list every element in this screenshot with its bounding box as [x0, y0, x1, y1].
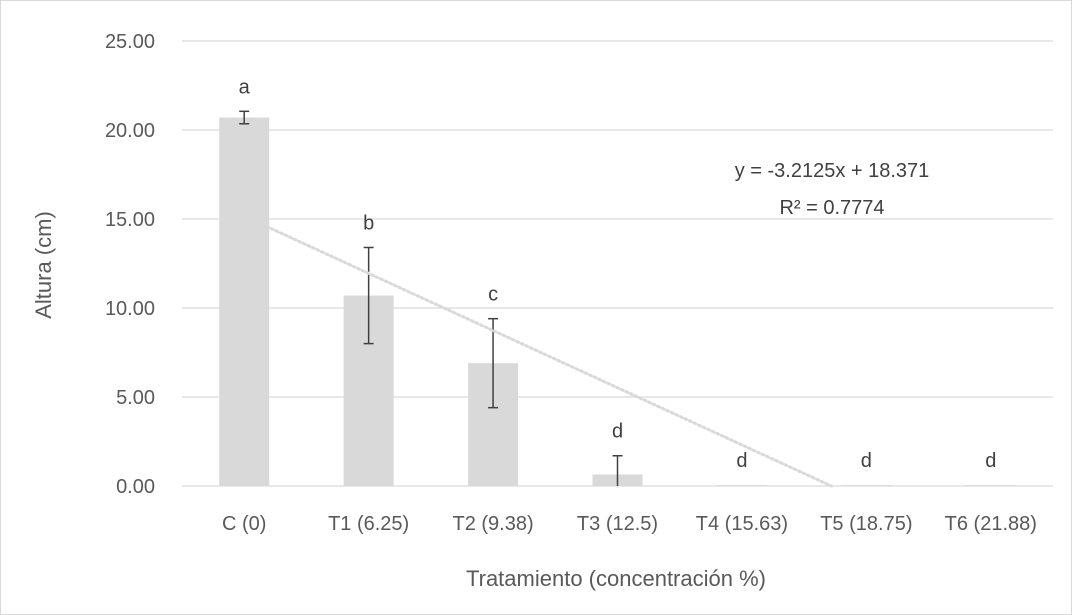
trendline-r-squared: R² = 0.7774	[779, 197, 884, 219]
x-tick-label: T1 (6.25)	[328, 513, 409, 535]
bar	[219, 117, 270, 486]
x-tick-labels: C (0) T1 (6.25) T2 (9.38) T3 (12.5) T4 (15.6…	[222, 513, 1037, 535]
x-tick-label: T6 (21.88)	[945, 513, 1037, 535]
y-tick-labels: 0.00 5.00 10.00 15.00 20.00 25.00	[105, 31, 155, 498]
significance-labels: a b c d d d d	[239, 76, 997, 472]
x-tick-label: C (0)	[222, 513, 266, 535]
trendline-equation: y = -3.2125x + 18.371	[735, 160, 930, 182]
error-bars	[239, 110, 623, 486]
trendline	[242, 214, 833, 488]
y-tick-label: 25.00	[105, 31, 155, 53]
significance-letter: d	[861, 450, 872, 472]
gridlines	[182, 40, 1053, 487]
x-axis-title: Tratamiento (concentración %)	[466, 566, 766, 591]
y-tick-label: 5.00	[116, 387, 155, 409]
significance-letter: d	[985, 450, 996, 472]
significance-letter: d	[612, 421, 623, 443]
y-tick-label: 0.00	[116, 476, 155, 498]
significance-letter: d	[736, 450, 747, 472]
y-axis-title: Altura (cm)	[31, 211, 56, 319]
bar	[841, 485, 892, 486]
x-tick-label: T4 (15.63)	[696, 513, 788, 535]
x-tick-label: T5 (18.75)	[820, 513, 912, 535]
x-tick-label: T3 (12.5)	[577, 513, 658, 535]
significance-letter: b	[363, 212, 374, 234]
bar	[716, 485, 767, 486]
bar	[965, 485, 1016, 486]
y-tick-label: 20.00	[105, 120, 155, 142]
trendline-layer	[242, 214, 833, 488]
significance-letter: c	[488, 284, 498, 306]
y-tick-label: 10.00	[105, 298, 155, 320]
significance-letter: a	[239, 76, 251, 98]
x-tick-label: T2 (9.38)	[452, 513, 533, 535]
y-tick-label: 15.00	[105, 209, 155, 231]
